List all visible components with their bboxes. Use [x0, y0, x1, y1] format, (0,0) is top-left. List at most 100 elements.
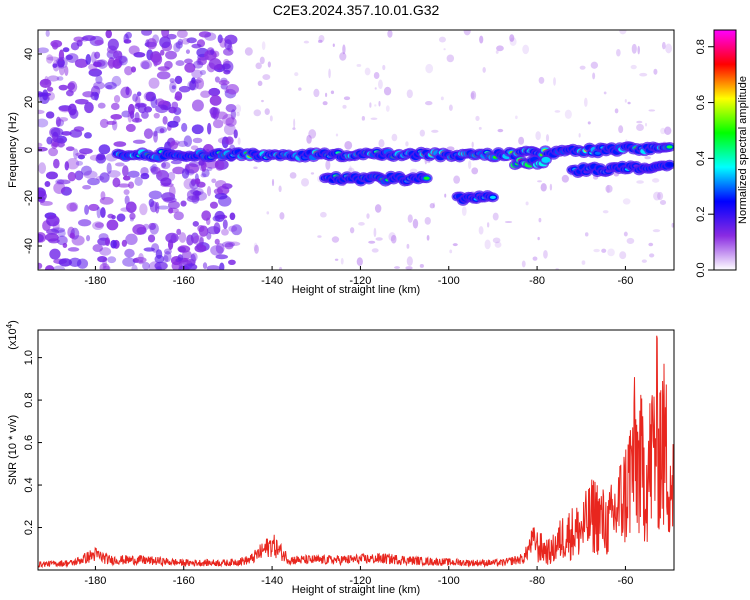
spectrogram-noise-blob: [58, 49, 65, 62]
spectrogram-noise-blob: [165, 232, 179, 243]
spectrogram-noise-blob: [58, 105, 72, 113]
spectrogram-speckle: [619, 251, 627, 260]
spectrogram-speckle: [388, 232, 396, 242]
spectrogram-noise-blob: [61, 131, 72, 136]
spectrogram-noise-blob: [47, 75, 60, 82]
spectrogram-noise-blob: [167, 120, 179, 128]
spectrogram-speckle: [259, 56, 265, 65]
spectrogram-noise-blob: [191, 79, 202, 84]
spectrogram-noise-blob: [65, 54, 73, 61]
spectrogram-noise-blob: [56, 76, 64, 81]
snr-x-ticks: -180 -160 -140 -120 -100 -80 -60: [84, 566, 633, 587]
spectrogram-noise-blob: [206, 186, 212, 197]
spectrogram-noise-blob: [154, 254, 165, 264]
spectrogram-noise-blob: [45, 111, 55, 119]
spectrogram-noise-blob: [192, 221, 199, 227]
spectrogram-noise-blob: [39, 200, 53, 206]
x-tick-label: -180: [84, 275, 106, 287]
spectrogram-noise-blob: [217, 34, 223, 44]
spectrogram-noise-blob: [167, 200, 180, 210]
spectrogram-speckle: [495, 50, 499, 54]
spectrogram-speckle: [429, 203, 435, 209]
spectrogram-noise-blob: [67, 247, 80, 252]
spectrogram-noise-blob: [46, 215, 60, 227]
spectrogram-noise-blob: [180, 200, 187, 207]
spectrogram-speckle: [653, 68, 658, 75]
spectrogram-noise-blob: [39, 78, 52, 88]
spectrogram-speckle: [373, 227, 377, 238]
spectrogram-noise-blob: [222, 219, 228, 230]
spectrogram-noise-blob: [163, 248, 172, 255]
spectrogram-noise-blob: [92, 61, 102, 68]
spectrogram-speckle: [257, 80, 263, 87]
spectrogram-noise-blob: [139, 203, 148, 216]
spectrogram-speckle: [412, 218, 419, 229]
spectrogram-speckle: [581, 260, 586, 265]
spectrogram-speckle: [335, 133, 339, 137]
spectrogram-speckle: [584, 232, 589, 237]
spectrogram-noise-blob: [82, 184, 92, 190]
spectrogram-speckle: [494, 241, 502, 248]
spectrogram-noise-blob: [132, 93, 138, 102]
spectrogram-y-label: Frequency (Hz): [7, 112, 19, 188]
spectrogram-speckle: [521, 260, 526, 268]
spectrogram-noise-blob: [86, 234, 91, 242]
spectrogram-speckle: [478, 126, 482, 130]
x-tick-label: -160: [173, 275, 195, 287]
spectrogram-speckle: [564, 109, 572, 119]
x-tick-label: -120: [349, 575, 371, 587]
spectrogram-noise-blob: [202, 262, 208, 270]
spectrogram-noise-blob: [183, 178, 196, 190]
snr-y-ticks: 0.2 0.4 0.6 0.8 1.0: [23, 350, 42, 535]
spectrogram-noise-blob: [111, 75, 122, 87]
spectrogram-noise-blob: [186, 189, 200, 201]
spectrogram-noise-blob: [186, 37, 197, 44]
spectrogram-noise-blob: [215, 254, 229, 260]
x-tick-label: -160: [173, 575, 195, 587]
spectrogram-noise-blob: [79, 148, 93, 155]
spectrogram-noise-blob: [99, 263, 110, 270]
spectrogram-speckle: [368, 240, 376, 244]
spectrogram-noise-blob: [107, 213, 114, 219]
spectrogram-noise-blob: [150, 166, 161, 175]
snr-y-exponent: (x104): [5, 320, 19, 350]
spectrogram-noise-blob: [141, 111, 149, 119]
spectrogram-speckle: [342, 44, 346, 55]
x-tick-label: -60: [617, 575, 633, 587]
spectrogram-speckle: [444, 193, 447, 198]
spectrogram-noise-blob: [125, 31, 132, 39]
spectrogram-speckle: [394, 266, 400, 269]
spectrogram-speckle: [538, 217, 542, 223]
spectrogram-speckle: [262, 74, 271, 81]
spectrogram-noise-blob: [122, 257, 136, 267]
spectrogram-speckle: [525, 201, 529, 206]
spectrogram-speckle: [652, 229, 661, 233]
spectrogram-speckle: [425, 100, 433, 106]
spectrogram-noise-blob: [55, 116, 61, 128]
spectrogram-speckle: [322, 101, 328, 106]
spectrogram-noise-blob: [104, 237, 111, 247]
spectrogram-noise-blob: [38, 162, 47, 174]
spectrogram-speckle: [648, 253, 655, 258]
spectrogram-speckle: [378, 139, 385, 148]
spectrogram-speckle: [626, 237, 635, 244]
spectrogram-speckle: [292, 127, 296, 130]
spectrogram-speckle: [504, 220, 513, 224]
spectrogram-speckle: [426, 234, 430, 241]
spectrogram-noise-blob: [66, 158, 80, 170]
spectrogram-noise-blob: [125, 123, 136, 132]
spectrogram-noise-blob: [77, 154, 86, 160]
spectrogram-noise-blob: [121, 239, 128, 247]
spectrogram-noise-blob: [46, 56, 60, 61]
spectrogram-speckle: [254, 244, 259, 254]
spectrogram-noise-blob: [90, 91, 100, 101]
spectrogram-noise-blob: [129, 212, 136, 220]
spectrogram-noise-blob: [215, 111, 228, 120]
spectrogram-noise-blob: [132, 139, 146, 144]
spectrogram-speckle: [330, 90, 335, 95]
spectrogram-noise-blob: [50, 127, 64, 137]
spectrogram-noise-blob: [125, 201, 137, 213]
spectrogram-noise-blob: [168, 207, 174, 214]
spectrogram-speckle: [636, 180, 644, 184]
spectrogram-speckle: [471, 141, 474, 148]
